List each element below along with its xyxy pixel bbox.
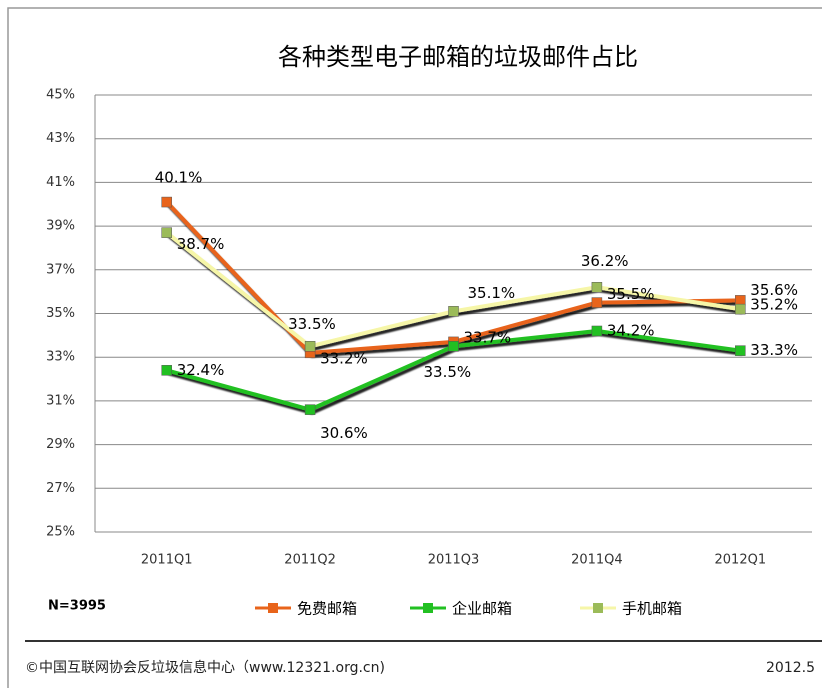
data-label: 40.1% — [155, 169, 203, 187]
data-label: 32.4% — [177, 361, 225, 379]
data-label: 33.5% — [288, 315, 336, 333]
x-tick-label: 2011Q3 — [428, 553, 480, 568]
legend-label: 免费邮箱 — [297, 600, 357, 618]
frame — [7, 7, 822, 688]
marker — [591, 282, 603, 293]
marker — [735, 345, 746, 356]
x-tick-label: 2011Q2 — [284, 553, 336, 568]
y-tick-label: 41% — [46, 175, 75, 190]
chart-title: 各种类型电子邮箱的垃圾邮件占比 — [278, 43, 638, 71]
marker — [448, 306, 459, 317]
data-label: 33.7% — [464, 328, 512, 346]
y-tick-label: 39% — [46, 219, 75, 234]
marker — [161, 196, 172, 208]
date: 2012.5 — [766, 660, 815, 676]
data-label: 36.2% — [581, 252, 629, 270]
y-tick-label: 25% — [46, 525, 75, 540]
legend-label: 企业邮箱 — [452, 600, 512, 618]
y-tick-label: 33% — [46, 350, 75, 365]
note: N=3995 — [48, 599, 106, 614]
marker — [304, 404, 316, 415]
y-tick-label: 43% — [46, 131, 75, 146]
y-tick-label: 29% — [46, 437, 75, 452]
data-label: 35.6% — [750, 281, 798, 299]
data-label: 38.7% — [177, 235, 225, 253]
y-tick-label: 31% — [46, 393, 75, 408]
legend-marker — [593, 603, 603, 613]
x-tick-label: 2011Q1 — [141, 553, 193, 568]
y-tick-label: 37% — [46, 262, 75, 277]
legend-marker — [423, 603, 433, 613]
legend-marker — [268, 603, 278, 613]
marker — [591, 325, 603, 337]
x-tick-label: 2012Q1 — [715, 553, 767, 568]
data-label: 35.2% — [750, 296, 798, 314]
marker — [735, 303, 746, 315]
marker — [161, 365, 172, 376]
marker — [161, 227, 172, 238]
x-tick-label: 2011Q4 — [571, 553, 623, 568]
data-label: 35.1% — [468, 284, 516, 302]
y-tick-label: 27% — [46, 481, 75, 496]
source: ©中国互联网协会反垃圾信息中心（www.12321.org.cn) — [25, 659, 385, 676]
data-label: 33.3% — [750, 341, 798, 359]
marker — [448, 341, 459, 352]
y-tick-label: 35% — [46, 306, 75, 321]
marker — [591, 297, 603, 308]
data-label: 33.2% — [320, 349, 368, 367]
data-label: 35.5% — [607, 285, 655, 303]
marker — [304, 341, 316, 352]
data-label: 34.2% — [607, 321, 655, 339]
y-tick-label: 45% — [46, 88, 75, 103]
legend-label: 手机邮箱 — [622, 600, 682, 618]
data-label: 33.5% — [424, 363, 472, 381]
data-label: 30.6% — [320, 424, 368, 442]
